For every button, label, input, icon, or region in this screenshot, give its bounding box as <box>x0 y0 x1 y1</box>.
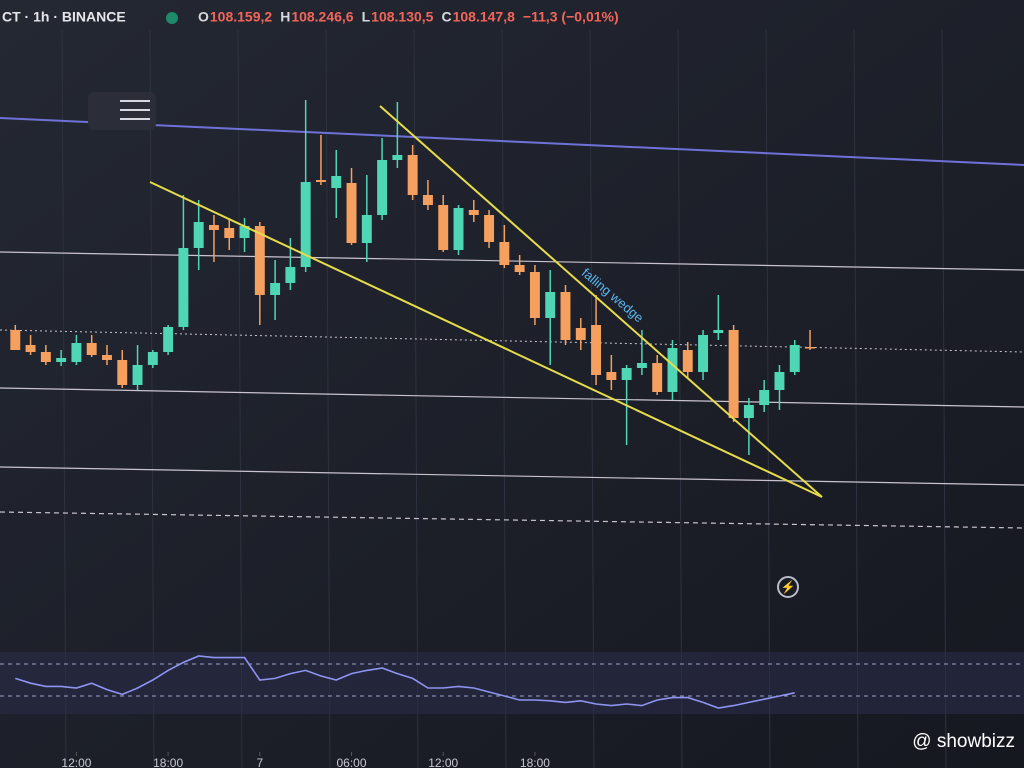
candle-body <box>728 330 739 418</box>
grid-line <box>853 29 859 768</box>
candle-body <box>499 242 510 265</box>
grid-line <box>61 29 67 768</box>
candle-body <box>377 160 388 215</box>
grid-line <box>501 29 507 768</box>
wedge-line <box>149 181 823 498</box>
toolbar-icon <box>120 100 150 120</box>
candle-body <box>254 226 265 295</box>
candle-body <box>315 180 326 182</box>
ohlc-value: 108.147,8 <box>453 9 515 25</box>
candle-body <box>529 272 540 318</box>
candle-body <box>407 155 418 195</box>
x-tick-label: 12:00 <box>428 756 458 768</box>
replay-icon: ⚡ <box>781 580 796 594</box>
indicator-band <box>0 652 1024 714</box>
candle-body <box>789 345 800 372</box>
candle-body <box>606 372 617 380</box>
candle-body <box>300 182 311 267</box>
candle-body <box>71 343 82 362</box>
candle-body <box>25 345 36 352</box>
grid-line <box>413 29 419 768</box>
candle-body <box>346 183 357 243</box>
candle-body <box>270 283 281 295</box>
candle-body <box>667 348 678 392</box>
candle-body <box>514 265 525 272</box>
candle-body <box>422 195 433 205</box>
level-line <box>0 466 1024 486</box>
level-line <box>0 251 1024 271</box>
candle-body <box>10 330 21 350</box>
change: −11,3 (−0,01%) <box>523 9 619 25</box>
x-tick-label: 12:00 <box>61 756 91 768</box>
candle-body <box>224 228 235 238</box>
candle-body <box>361 215 372 243</box>
candle-body <box>117 360 128 385</box>
candle-body <box>331 176 342 188</box>
candle-body <box>193 222 204 248</box>
candle-body <box>698 335 709 372</box>
level-line <box>0 117 1024 166</box>
grid-line <box>149 29 155 768</box>
ohlc-key: H <box>280 9 290 25</box>
ohlc-value: 108.130,5 <box>371 9 433 25</box>
candle-body <box>209 225 219 230</box>
candle-body <box>484 215 495 242</box>
candle-body <box>774 372 785 390</box>
candle-body <box>392 155 403 160</box>
x-tick-label: 7 <box>256 756 263 768</box>
indicator-line <box>15 655 795 709</box>
x-tick-label: 06:00 <box>337 756 367 768</box>
candle-body <box>682 350 693 372</box>
candle-body <box>285 267 296 283</box>
grid-line <box>237 29 243 768</box>
header: CT · 1h · BINANCE O 108.159,2 H 108.246,6 L 1… <box>2 9 619 25</box>
candle-body <box>743 405 754 418</box>
candle-body <box>102 355 112 360</box>
candles <box>10 100 815 455</box>
candle-body <box>147 352 158 365</box>
candle-body <box>56 358 67 362</box>
ohlc-key: L <box>362 9 371 25</box>
status-dot <box>166 12 178 24</box>
candle-body <box>40 352 51 362</box>
candle-body <box>438 205 449 250</box>
candle-body <box>652 363 663 392</box>
x-tick-label: 18:00 <box>520 756 550 768</box>
ohlc-key: C <box>441 9 451 25</box>
ohlc-key: O <box>198 9 209 25</box>
x-axis: 12:00 18:00 7 06:00 12:00 18:00 <box>61 752 550 768</box>
candle-body <box>86 343 97 355</box>
replay-button[interactable] <box>777 576 799 598</box>
x-tick-label: 18:00 <box>153 756 183 768</box>
grid-line <box>941 29 947 768</box>
candle-body <box>453 208 464 250</box>
watermark: @ showbizz <box>912 731 1015 752</box>
candle-body <box>805 347 815 349</box>
indicator <box>0 655 1024 709</box>
candle-body <box>759 390 770 405</box>
grid-line <box>677 29 683 768</box>
candle-body <box>560 292 571 340</box>
candle-body <box>545 292 556 318</box>
candle-body <box>575 328 586 340</box>
candle-body <box>621 368 632 380</box>
ohlc-value: 108.246,6 <box>291 9 353 25</box>
candle-body <box>178 248 189 327</box>
ohlc-value: 108.159,2 <box>210 9 272 25</box>
candle-body <box>636 363 647 368</box>
candle-body <box>468 210 479 215</box>
wedge-line <box>379 105 823 498</box>
candle-body <box>239 226 250 238</box>
grid-line <box>325 29 331 768</box>
candle-body <box>132 365 143 385</box>
candle-body <box>713 330 724 333</box>
candle-body <box>591 325 602 375</box>
level-line <box>0 387 1024 408</box>
candle-body <box>163 327 174 352</box>
symbol: CT · 1h · BINANCE <box>2 9 126 25</box>
